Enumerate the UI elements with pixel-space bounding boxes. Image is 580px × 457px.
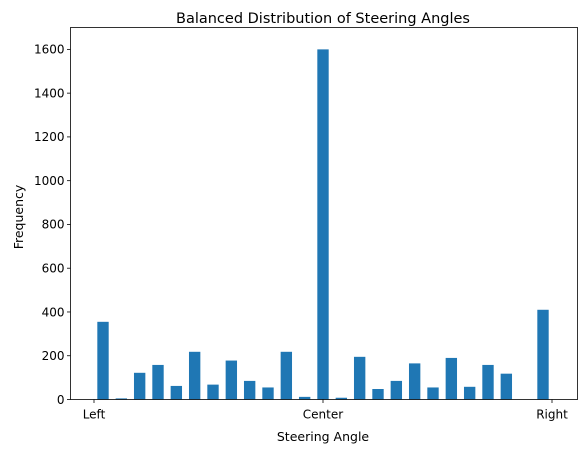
bar-17	[408, 363, 421, 400]
bar-4	[170, 385, 183, 400]
bar-1	[115, 398, 128, 400]
bar-14	[353, 356, 366, 400]
bar-8	[243, 380, 256, 400]
y-tick-label-3: 600	[42, 262, 65, 276]
y-tick-label-2: 400	[42, 305, 65, 319]
bar-18	[427, 387, 439, 400]
bar-6	[207, 384, 219, 400]
bar-20	[463, 386, 476, 400]
x-tick-label-right: Right	[536, 408, 568, 422]
bar-21	[482, 364, 494, 400]
bar-16	[390, 380, 403, 400]
y-tick-label-8: 1600	[34, 43, 65, 57]
y-tick-label-7: 1400	[34, 86, 65, 100]
bar-22	[500, 373, 513, 400]
y-tick-label-4: 800	[42, 218, 65, 232]
y-tick-label-6: 1200	[34, 130, 65, 144]
x-tick-label-left: Left	[83, 408, 106, 422]
bar-15	[372, 389, 384, 400]
y-tick-label-5: 1000	[34, 174, 65, 188]
y-tick-label-0: 0	[57, 393, 65, 407]
bar-5	[188, 351, 201, 400]
bar-11	[298, 396, 311, 400]
x-axis-ticks: Left Center Right	[83, 399, 568, 422]
y-tick-label-1: 200	[42, 349, 65, 363]
bar-12	[317, 49, 329, 400]
bar-0	[97, 321, 109, 400]
bar-13	[335, 397, 348, 400]
bar-7	[225, 360, 238, 400]
y-axis-label: Frequency	[11, 184, 26, 249]
x-tick-label-center: Center	[303, 408, 343, 422]
bars-group	[97, 49, 549, 400]
bar-19	[445, 357, 458, 400]
x-axis-label: Steering Angle	[277, 429, 370, 444]
bar-3	[152, 364, 164, 400]
bar-10	[280, 351, 293, 400]
bar-24	[537, 309, 549, 400]
bar-9	[262, 387, 274, 400]
y-axis-ticks: 0 200 400 600 800 1000 1200 1400 1600	[34, 43, 71, 407]
bar-2	[133, 372, 146, 400]
chart-title: Balanced Distribution of Steering Angles	[176, 11, 470, 27]
plot-area-frame	[70, 27, 578, 400]
